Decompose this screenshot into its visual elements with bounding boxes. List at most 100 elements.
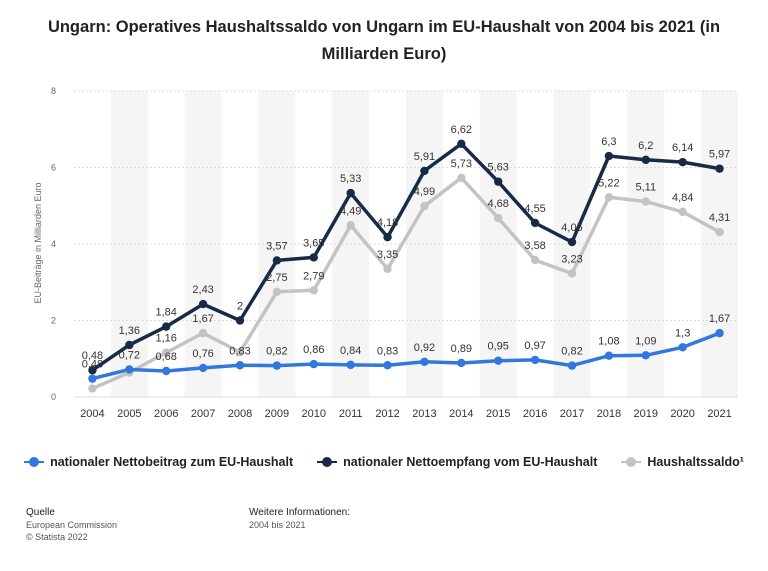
- data-label: 1,67: [192, 313, 213, 325]
- data-label: 0,89: [451, 343, 472, 355]
- data-point[interactable]: [604, 193, 614, 202]
- data-label: 5,63: [488, 162, 509, 174]
- data-point[interactable]: [272, 361, 282, 370]
- data-point[interactable]: [494, 213, 503, 223]
- data-point[interactable]: [383, 264, 392, 274]
- data-point[interactable]: [604, 151, 614, 161]
- data-point[interactable]: [88, 384, 97, 393]
- data-point[interactable]: [235, 361, 245, 370]
- data-label: 6,14: [672, 142, 693, 154]
- y-tick-label: 4: [51, 239, 56, 249]
- data-label: 6,62: [451, 124, 472, 136]
- band-2009: [258, 91, 296, 397]
- legend: nationaler Nettobeitrag zum EU-Haushalt n…: [0, 455, 768, 469]
- y-axis-title: EU-Beiträge in Milliarden Euro: [33, 182, 43, 303]
- legend-label: Haushaltssaldo¹: [647, 455, 744, 469]
- x-tick-label: 2019: [634, 408, 658, 420]
- data-label: 0,82: [561, 346, 582, 358]
- data-point[interactable]: [162, 366, 171, 376]
- series-line-2: [91, 176, 721, 391]
- x-tick-label: 2006: [154, 408, 178, 420]
- legend-label: nationaler Nettoempfang vom EU-Haushalt: [343, 455, 598, 469]
- data-point[interactable]: [494, 356, 503, 365]
- legend-item-1[interactable]: nationaler Nettoempfang vom EU-Haushalt: [317, 455, 597, 469]
- data-point[interactable]: [530, 255, 540, 265]
- data-label: 1,84: [156, 307, 177, 319]
- data-point[interactable]: [420, 357, 429, 367]
- data-point[interactable]: [678, 207, 687, 217]
- data-label: 0,72: [119, 349, 140, 361]
- data-point[interactable]: [420, 166, 429, 176]
- data-point[interactable]: [198, 328, 208, 338]
- data-point[interactable]: [125, 340, 134, 350]
- data-point[interactable]: [162, 322, 171, 331]
- data-point[interactable]: [88, 374, 97, 383]
- data-point[interactable]: [198, 363, 208, 373]
- info-heading[interactable]: Weitere Informationen:: [249, 507, 350, 518]
- data-point[interactable]: [457, 139, 466, 148]
- legend-swatch: [317, 457, 338, 467]
- data-point[interactable]: [272, 256, 282, 265]
- data-point[interactable]: [715, 328, 724, 338]
- data-label: 0,92: [414, 342, 435, 354]
- data-point[interactable]: [641, 155, 650, 165]
- data-label: 0,48: [82, 350, 103, 362]
- data-label: 4,68: [488, 198, 509, 210]
- data-point[interactable]: [235, 348, 245, 357]
- data-point[interactable]: [420, 201, 429, 211]
- data-point[interactable]: [457, 358, 466, 368]
- data-point[interactable]: [641, 197, 650, 206]
- data-label: 0,83: [229, 345, 250, 357]
- data-point[interactable]: [641, 351, 650, 360]
- source-block: Quelle European Commission © Statista 20…: [26, 507, 117, 543]
- x-tick-label: 2005: [117, 408, 141, 420]
- copyright[interactable]: © Statista 2022: [26, 532, 88, 542]
- data-point[interactable]: [494, 177, 503, 186]
- data-point[interactable]: [309, 253, 318, 262]
- data-point[interactable]: [678, 343, 687, 352]
- data-point[interactable]: [530, 218, 540, 228]
- data-point[interactable]: [715, 227, 724, 237]
- data-label: 0,95: [488, 341, 509, 353]
- data-point[interactable]: [346, 221, 355, 230]
- legend-item-2[interactable]: Haushaltssaldo¹: [621, 455, 744, 469]
- data-label: 5,22: [598, 177, 619, 189]
- data-point[interactable]: [346, 360, 355, 370]
- data-label: 5,91: [414, 151, 435, 163]
- data-point[interactable]: [567, 361, 577, 370]
- data-point[interactable]: [678, 157, 687, 167]
- data-point[interactable]: [272, 287, 282, 297]
- data-point[interactable]: [309, 359, 318, 369]
- legend-swatch: [621, 457, 642, 467]
- data-point[interactable]: [715, 164, 724, 173]
- data-point[interactable]: [567, 269, 577, 278]
- y-axis: 0 2 4 6 8: [51, 86, 56, 402]
- data-point[interactable]: [604, 351, 614, 360]
- data-point[interactable]: [346, 188, 355, 198]
- data-point[interactable]: [235, 316, 245, 325]
- data-label: 4,84: [672, 192, 693, 204]
- data-point[interactable]: [567, 237, 577, 247]
- legend-label: nationaler Nettobeitrag zum EU-Haushalt: [50, 455, 294, 469]
- data-point[interactable]: [309, 286, 318, 295]
- legend-swatch: [24, 457, 45, 467]
- data-point[interactable]: [88, 366, 97, 375]
- data-point[interactable]: [162, 348, 171, 357]
- data-label: 3,35: [377, 249, 398, 261]
- series-line-0: [91, 331, 721, 381]
- data-label: 1,09: [635, 335, 656, 347]
- data-point[interactable]: [457, 173, 466, 183]
- data-point[interactable]: [198, 299, 208, 309]
- legend-item-0[interactable]: nationaler Nettobeitrag zum EU-Haushalt: [24, 455, 293, 469]
- data-point[interactable]: [383, 232, 392, 242]
- data-point[interactable]: [530, 355, 540, 365]
- source-name[interactable]: European Commission: [26, 520, 118, 530]
- data-labels: 0,48 0,72 0,68 0,76 0,83 0,82 0,86 0,84 0,83 0,92…: [82, 124, 731, 371]
- x-tick-label: 2016: [523, 408, 547, 420]
- x-tick-label: 2007: [191, 408, 215, 420]
- data-point[interactable]: [125, 365, 134, 374]
- y-tick-label: 8: [51, 86, 56, 96]
- data-point[interactable]: [383, 361, 392, 370]
- data-label: 4,55: [524, 203, 545, 215]
- x-tick-label: 2009: [265, 408, 289, 420]
